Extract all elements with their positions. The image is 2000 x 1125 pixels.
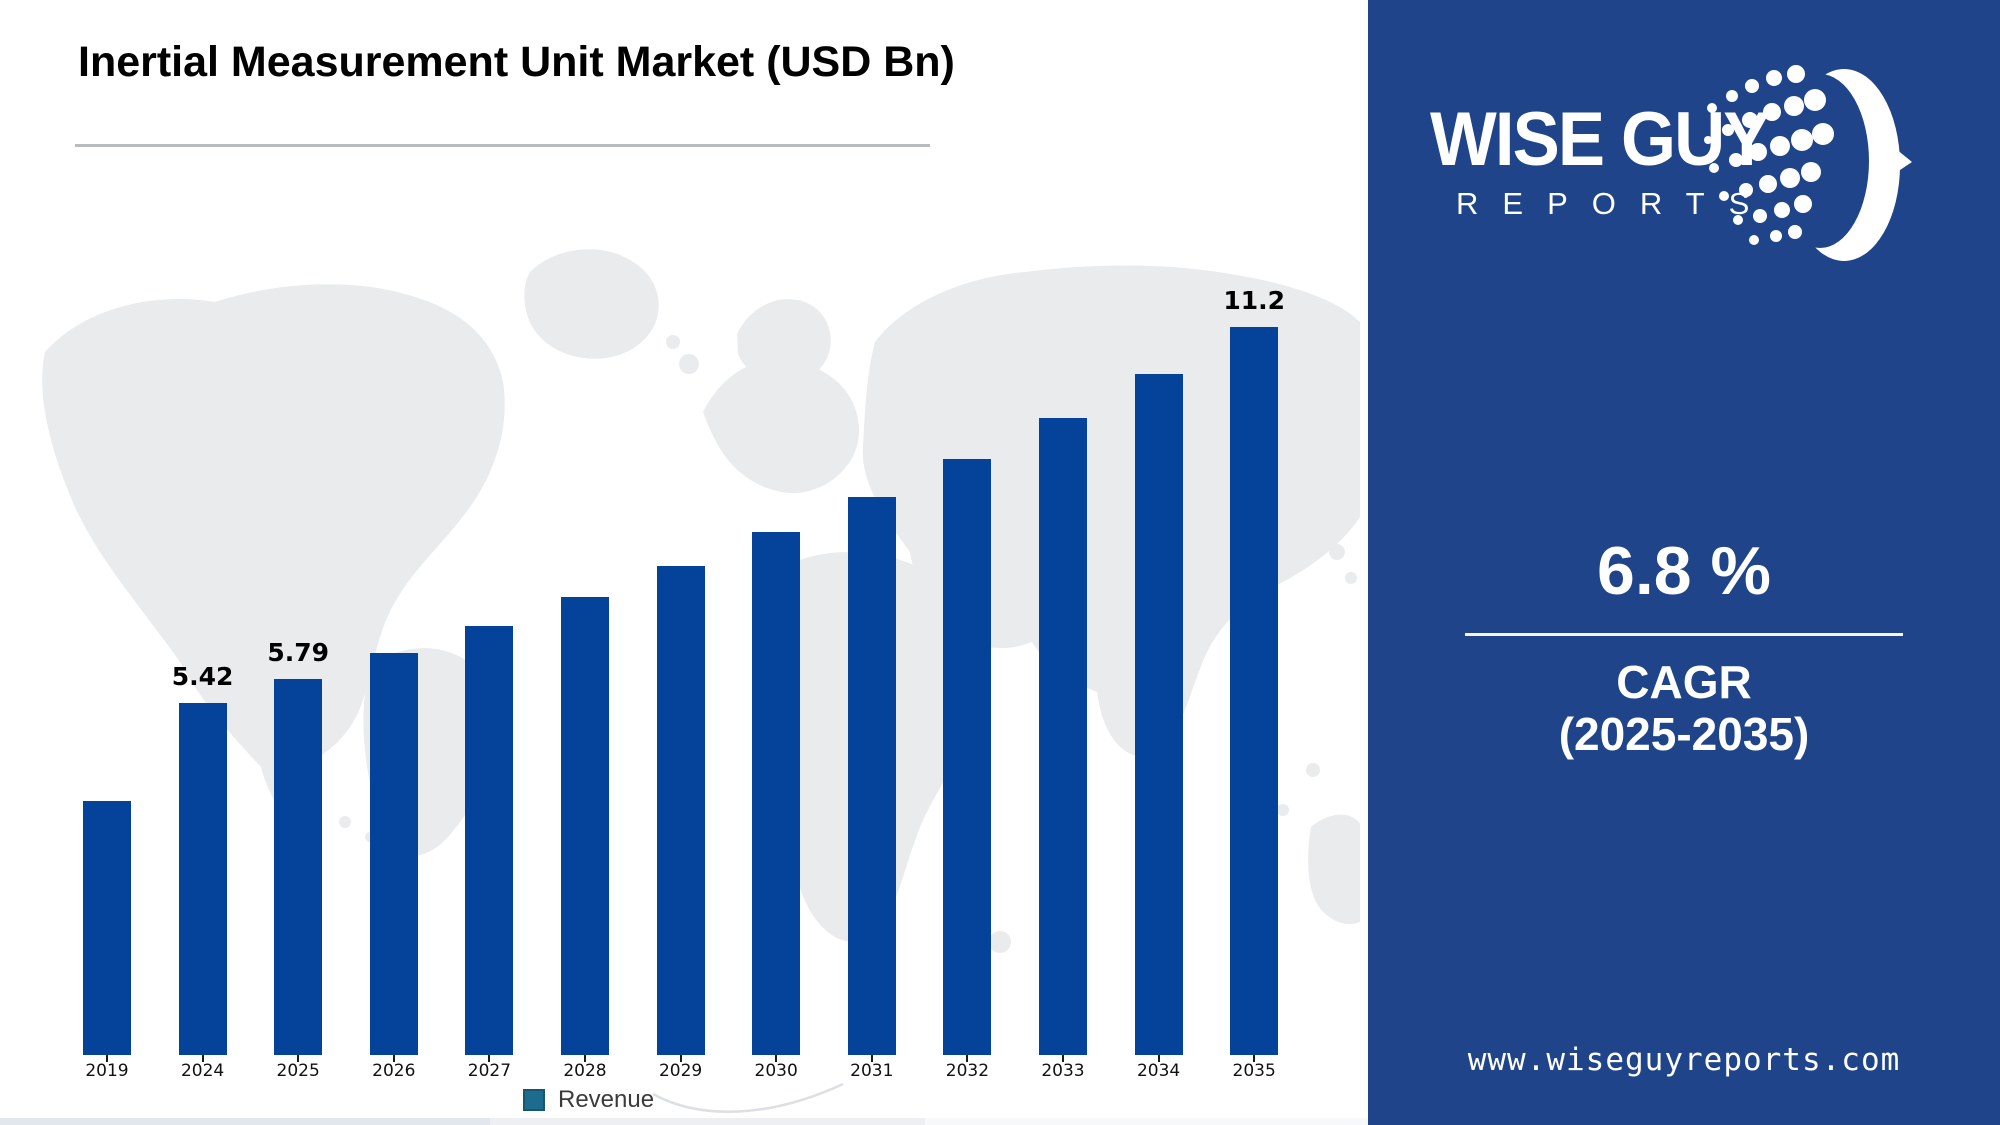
- bar-2035: [1230, 327, 1279, 1055]
- bottom-strip-right: [925, 1118, 1368, 1125]
- bar-2027: [465, 626, 514, 1055]
- x-axis-label-2035: 2035: [1232, 1061, 1276, 1081]
- x-axis-tick: [1157, 1055, 1160, 1062]
- x-axis-tick: [297, 1055, 300, 1062]
- title-underline: [75, 144, 930, 147]
- cagr-divider: [1465, 633, 1903, 636]
- x-axis-label-2019: 2019: [85, 1061, 129, 1081]
- x-axis-tick: [201, 1055, 204, 1062]
- x-axis-tick: [584, 1055, 586, 1062]
- chart-title: Inertial Measurement Unit Market (USD Bn…: [78, 38, 955, 86]
- bar-2028: [561, 597, 609, 1055]
- bar-2019: [83, 801, 131, 1055]
- x-axis-label-2024: 2024: [180, 1061, 225, 1081]
- x-axis-label-2033: 2033: [1041, 1061, 1085, 1081]
- legend-label: Revenue: [558, 1086, 655, 1113]
- bar-2026: [369, 653, 418, 1055]
- wise-guy-reports-logo: WISE GUY REPORTS: [1368, 0, 2000, 300]
- bar-2031: [847, 497, 896, 1055]
- x-axis-tick: [106, 1055, 108, 1062]
- bar-value-label-2025: 5.79: [267, 638, 330, 667]
- bottom-strip-left: [0, 1118, 490, 1125]
- cagr-label-line1: CAGR: [1616, 656, 1752, 708]
- x-axis-label-2032: 2032: [945, 1061, 990, 1081]
- x-axis-tick: [775, 1055, 778, 1062]
- x-axis-tick: [870, 1055, 873, 1062]
- x-axis-label-2030: 2030: [754, 1061, 798, 1081]
- legend: Revenue: [523, 1086, 654, 1114]
- x-axis-label-2025: 2025: [276, 1061, 320, 1081]
- x-axis-tick: [488, 1055, 491, 1062]
- chart-area: Inertial Measurement Unit Market (USD Bn…: [0, 38, 1368, 1125]
- bar-2030: [752, 532, 801, 1055]
- x-axis-label-2027: 2027: [467, 1061, 512, 1081]
- x-axis-label-2031: 2031: [850, 1061, 894, 1081]
- bottom-strip-middle: [490, 1118, 925, 1125]
- bar-2025: [274, 679, 323, 1055]
- x-axis-tick: [1062, 1055, 1064, 1062]
- x-axis-label-2026: 2026: [372, 1061, 416, 1081]
- x-axis-label-2034: 2034: [1136, 1061, 1181, 1081]
- decorative-swoosh: [652, 1082, 844, 1113]
- bar-2032: [943, 459, 992, 1055]
- bar-2024: [178, 703, 227, 1055]
- brand-panel: WISE GUY REPORTS: [1368, 0, 2000, 1125]
- bar-2033: [1039, 418, 1087, 1055]
- x-axis-tick: [966, 1055, 969, 1062]
- logo-subtitle: REPORTS: [1456, 186, 1774, 221]
- x-axis-tick: [679, 1055, 682, 1062]
- cagr-value: 6.8 %: [1597, 533, 1771, 609]
- x-axis-tick: [1253, 1055, 1256, 1062]
- legend-swatch-icon: [523, 1089, 545, 1111]
- x-axis-label-2028: 2028: [563, 1061, 607, 1081]
- bar-2034: [1134, 374, 1183, 1055]
- cagr-label-line2: (2025-2035): [1558, 708, 1810, 760]
- bar-value-label-2035: 11.2: [1223, 286, 1286, 315]
- website-url: www.wiseguyreports.com: [1467, 1042, 1901, 1078]
- dotted-head-icon: [1704, 65, 1912, 261]
- bar-2029: [656, 566, 705, 1055]
- cagr-label: CAGR (2025-2035): [1368, 656, 2000, 760]
- x-axis-label-2029: 2029: [658, 1061, 703, 1081]
- x-axis-tick: [392, 1055, 395, 1062]
- bar-value-label-2024: 5.42: [171, 662, 234, 691]
